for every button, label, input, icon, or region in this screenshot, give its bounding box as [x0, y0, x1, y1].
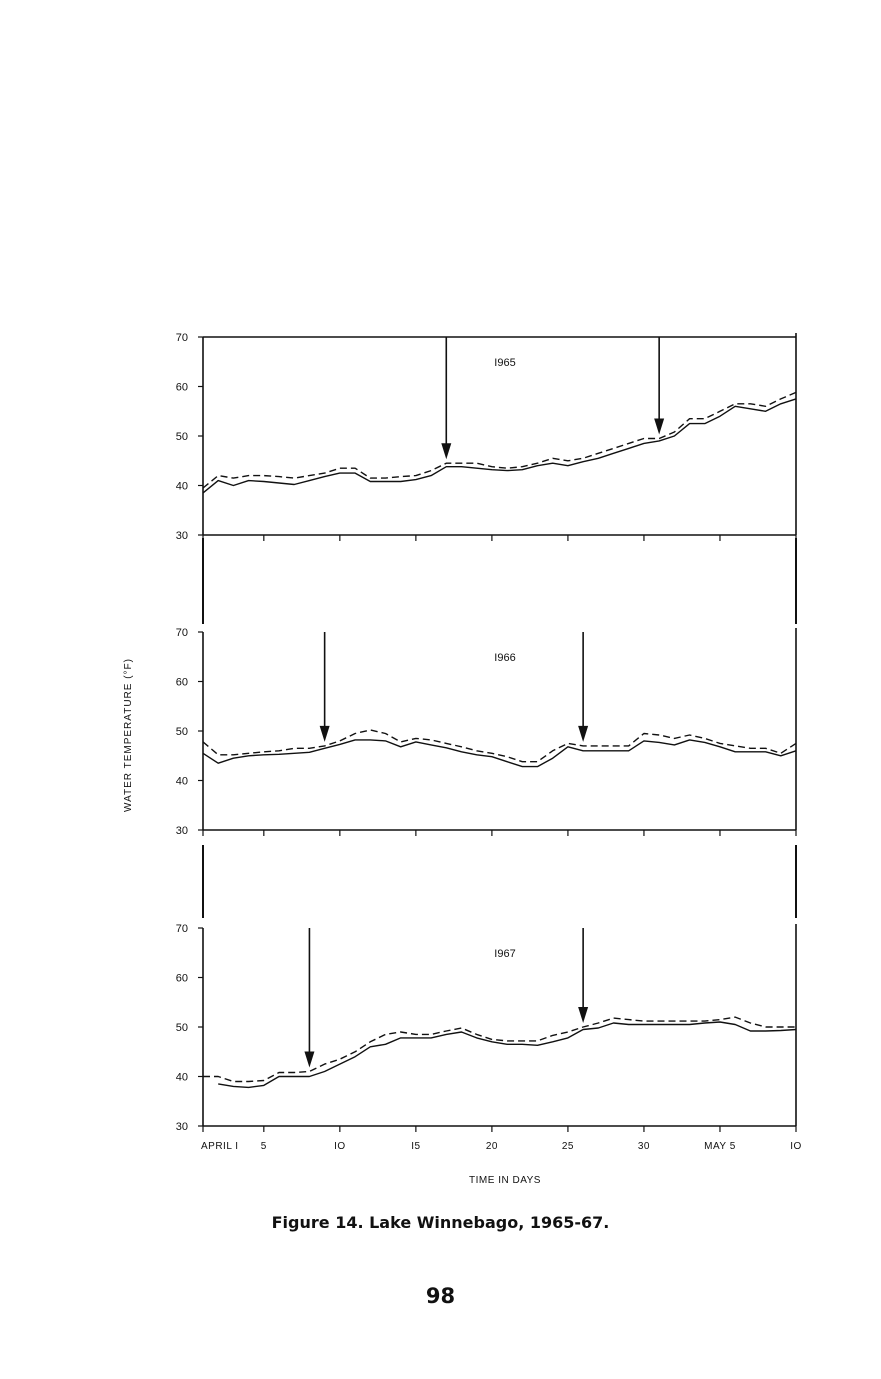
solid-series-line: [202, 739, 797, 768]
arrow-icon: [578, 632, 589, 742]
y-tick-label: 40: [176, 1072, 188, 1084]
x-tick-label: APRIL I: [201, 1141, 239, 1152]
x-tick-label: 25: [562, 1141, 574, 1152]
solid-series-line: [202, 398, 797, 494]
year-label: I965: [494, 357, 515, 369]
arrow-icon: [304, 928, 315, 1068]
y-tick-label: 60: [176, 973, 188, 985]
y-tick-label: 50: [176, 431, 188, 443]
page-number: 98: [425, 1284, 456, 1308]
y-tick-label: 50: [176, 1022, 188, 1034]
x-tick-label: I5: [411, 1141, 420, 1152]
arrow-icon: [319, 632, 330, 742]
arrow-head: [578, 1007, 589, 1023]
x-axis-label: TIME IN DAYS: [469, 1175, 541, 1186]
arrow-head: [304, 1051, 315, 1068]
x-tick-label: MAY 5: [704, 1141, 736, 1152]
x-tick-label: 30: [638, 1141, 650, 1152]
year-label: I967: [494, 948, 515, 960]
arrow-head: [319, 725, 330, 742]
panel-2: 30 40 50 60 70 I966: [176, 627, 797, 837]
dashed-series-line: [202, 391, 797, 489]
panel-3: 30 40 50 60 70 I967: [176, 923, 797, 1133]
panel-1: 30 40 50 60 70 I965: [176, 332, 797, 542]
y-tick-label: 60: [176, 677, 188, 689]
dashed-series-line: [203, 1016, 796, 1083]
y-tick-label: 30: [176, 825, 188, 837]
solid-series-line: [218, 1021, 797, 1089]
y-tick-label: 30: [176, 530, 188, 542]
dashed-series-line: [202, 729, 797, 763]
y-axis-label: WATER TEMPERATURE (°F): [123, 658, 134, 812]
arrow-icon: [578, 928, 589, 1023]
y-tick-label: 70: [176, 627, 188, 639]
year-label: I966: [494, 652, 515, 664]
y-tick-label: 50: [176, 726, 188, 738]
y-tick-label: 60: [176, 382, 188, 394]
x-tick-label: IO: [790, 1141, 802, 1152]
y-tick-label: 70: [176, 332, 188, 344]
x-tick-label: 20: [486, 1141, 498, 1152]
y-tick-label: 70: [176, 923, 188, 935]
arrow-icon: [654, 337, 665, 435]
arrow-icon: [441, 337, 452, 460]
x-tick-label: IO: [334, 1141, 346, 1152]
y-tick-label: 40: [176, 776, 188, 788]
figure-caption: Figure 14. Lake Winnebago, 1965-67.: [271, 1213, 610, 1232]
y-tick-label: 30: [176, 1121, 188, 1133]
x-tick-label: 5: [261, 1141, 267, 1152]
y-tick-label: 40: [176, 481, 188, 493]
arrow-head: [441, 443, 452, 460]
arrow-head: [654, 418, 665, 435]
arrow-head: [578, 725, 589, 742]
